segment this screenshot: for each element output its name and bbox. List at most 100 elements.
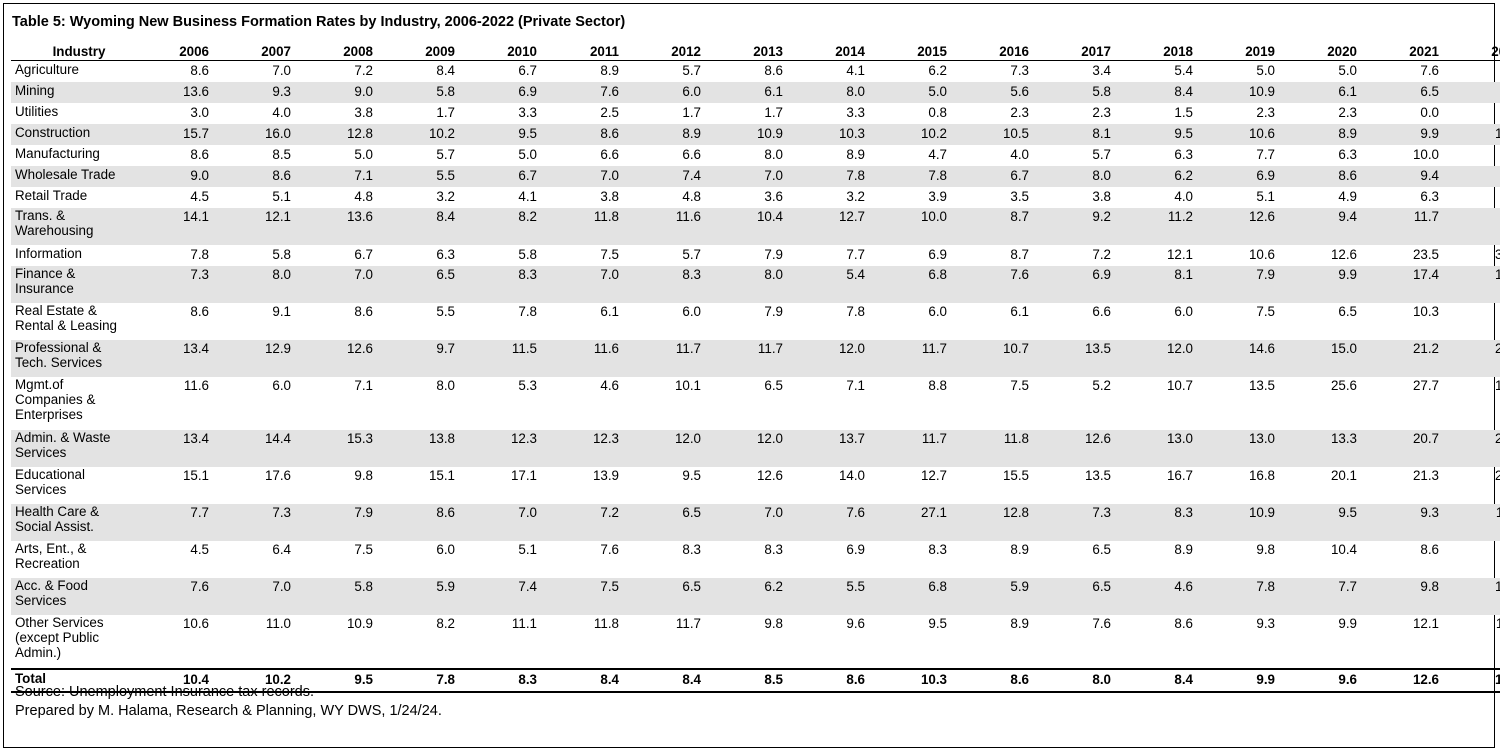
- rate-cell: 8.2: [1445, 82, 1500, 103]
- rate-cell: 10.0: [871, 208, 953, 245]
- rate-cell: 9.2: [1035, 208, 1117, 245]
- rate-cell: 10.6: [1199, 124, 1281, 145]
- industry-label-line: Insurance: [15, 281, 74, 296]
- industry-label: Wholesale Trade: [11, 166, 133, 187]
- rate-cell: 7.7: [846, 247, 865, 262]
- rate-cell: 3.2: [846, 189, 865, 204]
- rate-cell: 8.6: [379, 504, 461, 541]
- rate-cell: 8.4: [379, 208, 461, 245]
- rate-cell: 7.0: [543, 266, 625, 303]
- rate-cell: 4.6: [1117, 578, 1199, 615]
- rate-cell: 7.0: [543, 166, 625, 187]
- rate-cell: 11.7: [871, 340, 953, 377]
- rate-cell: 7.0: [707, 166, 789, 187]
- rate-cell: 8.6: [764, 63, 783, 78]
- rate-cell: 9.5: [682, 468, 701, 483]
- rate-cell: 5.1: [518, 542, 537, 557]
- rate-cell: 17.1: [510, 468, 537, 483]
- rate-cell: 7.3: [1010, 63, 1029, 78]
- rate-cell: 9.5: [1117, 124, 1199, 145]
- rate-cell: 7.7: [1281, 578, 1363, 615]
- header-year: 2016: [953, 40, 1035, 61]
- rate-cell: 10.9: [707, 124, 789, 145]
- rate-cell: 8.6: [354, 304, 373, 319]
- rate-cell: 11.7: [707, 340, 789, 377]
- rate-cell: 4.0: [272, 105, 291, 120]
- rate-cell: 5.9: [1445, 61, 1500, 83]
- table-row: Retail Trade 4.5 5.1 4.8 3.2 4.1 3.8 4.8 3.6 3.2 3…: [11, 187, 1500, 208]
- rate-cell: 6.5: [625, 504, 707, 541]
- rate-cell: 8.3: [461, 266, 543, 303]
- rate-cell: 19.6: [1494, 378, 1500, 393]
- rate-cell: 9.8: [1445, 145, 1500, 166]
- total-cell: 7.8: [379, 668, 461, 693]
- industry-label-line: Enterprises: [15, 407, 83, 422]
- rate-cell: 13.0: [1199, 430, 1281, 467]
- rate-cell: 8.8: [928, 378, 947, 393]
- rate-cell: 6.1: [707, 82, 789, 103]
- rate-cell: 27.1: [871, 504, 953, 541]
- rate-cell: 9.1: [272, 304, 291, 319]
- rate-cell: 15.7: [133, 124, 215, 145]
- rate-cell: 7.0: [272, 63, 291, 78]
- industry-label: Professional & Tech. Services: [11, 340, 133, 377]
- rate-cell: 7.5: [354, 542, 373, 557]
- rate-cell: 8.9: [1281, 124, 1363, 145]
- header-year: 2010: [461, 40, 543, 61]
- rate-cell: 25.6: [1330, 378, 1357, 393]
- total-cell: 9.9: [1199, 668, 1281, 693]
- rate-cell: 9.8: [354, 468, 373, 483]
- rate-cell: 7.1: [354, 378, 373, 393]
- rate-cell: 4.5: [190, 542, 209, 557]
- rate-cell: 9.6: [846, 616, 865, 631]
- rate-cell: 6.5: [1035, 578, 1117, 615]
- rate-cell: 6.3: [1174, 147, 1193, 162]
- rate-cell: 6.7: [354, 247, 373, 262]
- rate-cell: 6.0: [272, 378, 291, 393]
- rate-cell: 6.0: [436, 542, 455, 557]
- rate-cell: 6.0: [1174, 304, 1193, 319]
- rate-cell: 5.0: [354, 147, 373, 162]
- rate-cell: 6.8: [871, 266, 953, 303]
- rate-cell: 5.3: [518, 378, 537, 393]
- industry-label-line: Utilities: [15, 104, 59, 119]
- rate-cell: 6.3: [1338, 147, 1357, 162]
- rate-cell: 10.3: [1412, 304, 1439, 319]
- total-cell: 9.5: [297, 668, 379, 693]
- rate-cell: 5.8: [379, 82, 461, 103]
- rate-cell: 7.4: [625, 166, 707, 187]
- rate-cell: 11.9: [1445, 504, 1500, 541]
- rate-cell: 8.4: [1117, 82, 1199, 103]
- table-row: Other Services (except Public Admin.) 10.6 1…: [11, 615, 1500, 669]
- rate-cell: 9.7: [379, 340, 461, 377]
- total-cell: 10.3: [871, 668, 953, 693]
- rate-cell: 3.0: [190, 105, 209, 120]
- rate-cell: 11.7: [871, 430, 953, 467]
- rate-cell: 6.2: [707, 578, 789, 615]
- industry-label-line: Wholesale Trade: [15, 167, 116, 182]
- rate-cell: 8.1: [1117, 266, 1199, 303]
- rate-cell: 9.9: [1445, 166, 1500, 187]
- rate-cell: 3.6: [764, 189, 783, 204]
- rate-cell: 3.8: [1092, 189, 1111, 204]
- table-row: Mgmt.of Companies & Enterprises 11.6 6.0 7.1 8…: [11, 377, 1500, 430]
- rate-cell: 8.0: [215, 266, 297, 303]
- rate-cell: 13.5: [1084, 468, 1111, 483]
- rate-cell: 12.3: [461, 430, 543, 467]
- rate-cell: 7.4: [461, 578, 543, 615]
- industry-label-line: Warehousing: [15, 223, 94, 238]
- rate-cell: 7.6: [1445, 187, 1500, 208]
- rate-cell: 7.6: [600, 542, 619, 557]
- header-year: 2008: [297, 40, 379, 61]
- rate-cell: 9.5: [1445, 303, 1500, 340]
- rate-cell: 14.6: [1199, 340, 1281, 377]
- rate-cell: 8.3: [764, 542, 783, 557]
- rate-cell: 13.4: [133, 340, 215, 377]
- rate-cell: 20.2: [1445, 340, 1500, 377]
- industry-label-line: Information: [15, 246, 82, 261]
- rate-cell: 13.3: [1281, 430, 1363, 467]
- rate-cell: 6.0: [928, 304, 947, 319]
- rate-cell: 8.0: [1035, 166, 1117, 187]
- rate-cell: 7.1: [846, 378, 865, 393]
- industry-label-line: Recreation: [15, 556, 80, 571]
